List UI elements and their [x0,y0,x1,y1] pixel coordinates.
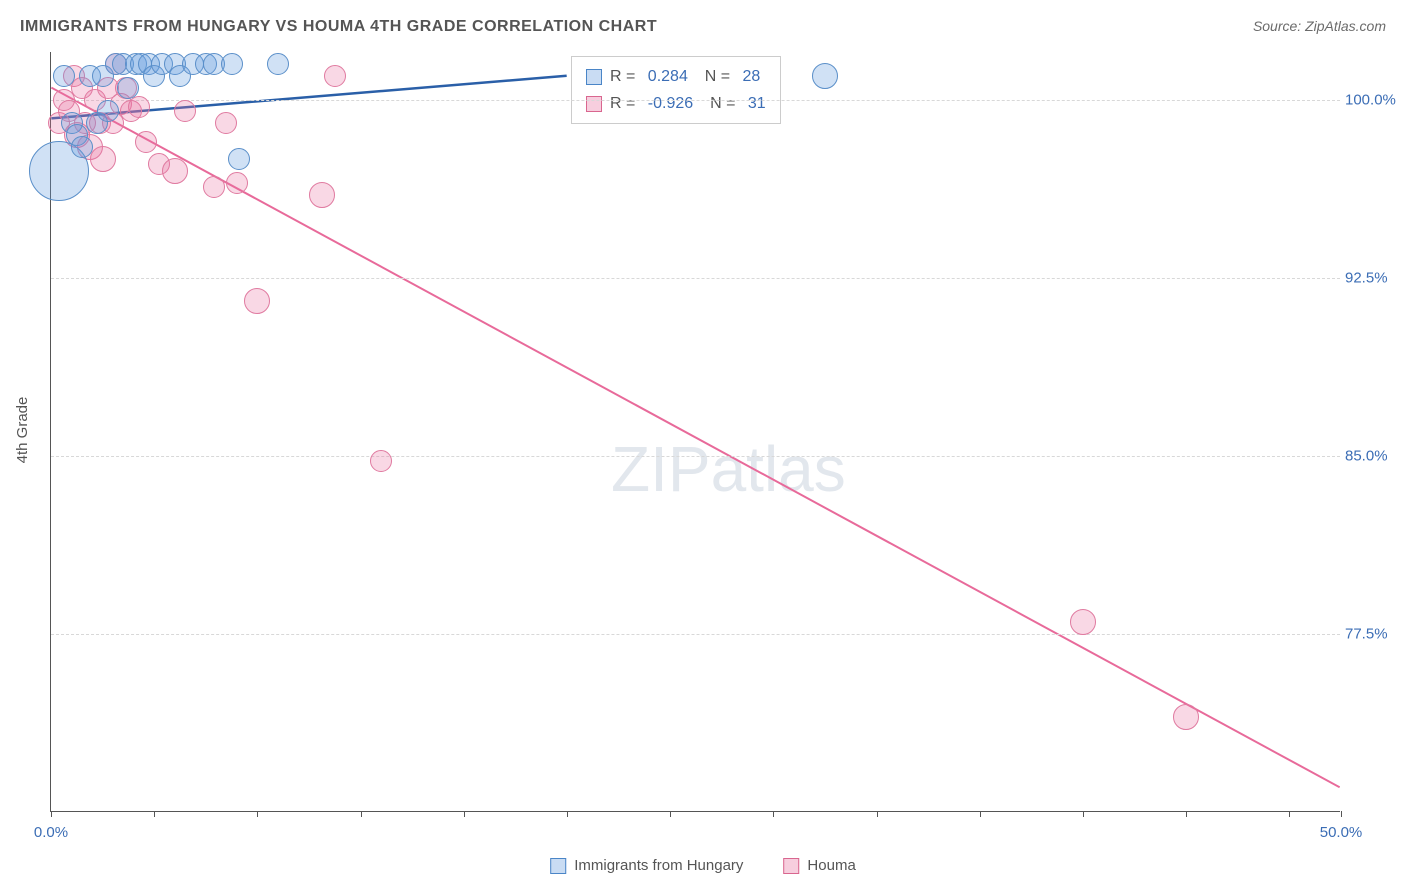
plot-area: ZIPatlas R = 0.284 N = 28 R = -0.926 N =… [50,52,1340,812]
scatter-point [244,288,270,314]
grid-line [51,634,1340,635]
scatter-point [1070,609,1096,635]
chart-title: IMMIGRANTS FROM HUNGARY VS HOUMA 4TH GRA… [20,18,657,36]
scatter-point [324,65,346,87]
x-tick [670,811,671,817]
correlation-row-blue: R = 0.284 N = 28 [586,63,766,90]
scatter-point [812,63,838,89]
swatch-pink-icon [586,96,602,112]
scatter-point [117,77,139,99]
x-tick [773,811,774,817]
scatter-point [162,158,188,184]
scatter-point [203,176,225,198]
y-tick-label: 100.0% [1345,91,1400,108]
scatter-point [174,100,196,122]
y-axis-label: 4th Grade [14,397,31,464]
x-tick [1341,811,1342,817]
x-tick [1083,811,1084,817]
n-value-blue: 28 [743,63,761,90]
scatter-point [221,53,243,75]
grid-line [51,456,1340,457]
scatter-point [309,182,335,208]
scatter-point [370,450,392,472]
x-tick [1186,811,1187,817]
scatter-point [135,131,157,153]
source-attribution: Source: ZipAtlas.com [1253,18,1386,34]
x-tick [980,811,981,817]
legend: Immigrants from Hungary Houma [550,857,856,874]
correlation-row-pink: R = -0.926 N = 31 [586,90,766,117]
chart-container: IMMIGRANTS FROM HUNGARY VS HOUMA 4TH GRA… [0,0,1406,892]
scatter-point [228,148,250,170]
x-tick [1289,811,1290,817]
x-tick [361,811,362,817]
x-tick [464,811,465,817]
scatter-point [97,100,119,122]
x-tick [154,811,155,817]
x-tick [567,811,568,817]
legend-label-blue: Immigrants from Hungary [574,857,743,874]
regression-line [51,88,1339,788]
grid-line [51,100,1340,101]
y-tick-label: 85.0% [1345,447,1400,464]
scatter-point [215,112,237,134]
swatch-blue-icon [586,69,602,85]
scatter-point [71,136,93,158]
x-tick-label: 50.0% [1320,824,1363,841]
scatter-point [226,172,248,194]
r-value-pink: -0.926 [648,90,693,117]
grid-line [51,278,1340,279]
scatter-point [90,146,116,172]
x-tick [51,811,52,817]
scatter-point [53,65,75,87]
swatch-pink-icon [783,858,799,874]
legend-item-pink: Houma [783,857,855,874]
x-tick [877,811,878,817]
legend-label-pink: Houma [807,857,855,874]
correlation-box: R = 0.284 N = 28 R = -0.926 N = 31 [571,56,781,124]
r-value-blue: 0.284 [648,63,688,90]
y-tick-label: 77.5% [1345,625,1400,642]
swatch-blue-icon [550,858,566,874]
watermark-text: ZIPatlas [611,432,846,506]
y-tick-label: 92.5% [1345,269,1400,286]
n-value-pink: 31 [748,90,766,117]
scatter-point [1173,704,1199,730]
x-tick [257,811,258,817]
scatter-point [128,96,150,118]
legend-item-blue: Immigrants from Hungary [550,857,743,874]
x-tick-label: 0.0% [34,824,68,841]
scatter-point [267,53,289,75]
